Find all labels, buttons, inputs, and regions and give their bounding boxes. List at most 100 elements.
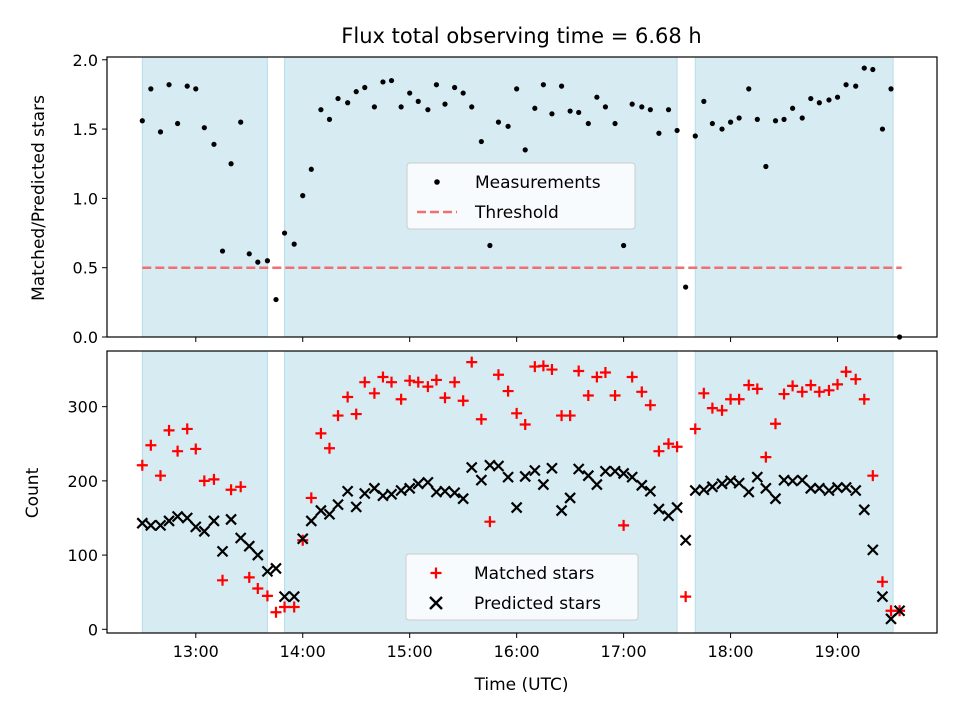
bottom-point-0-50 — [582, 390, 594, 402]
bottom-point-0-20 — [315, 427, 327, 439]
top-point-0-28 — [388, 77, 395, 84]
bottom-point-1-49 — [572, 463, 585, 475]
bottom-point-1-34 — [439, 485, 451, 498]
top-axes-frame — [106, 56, 938, 338]
top-point-0-76 — [816, 100, 822, 106]
bottom-point-1-47 — [555, 504, 568, 517]
top-point-0-71 — [772, 118, 779, 124]
top-point-0-48 — [567, 108, 573, 114]
bottom-point-0-14 — [261, 590, 273, 602]
bottom-x-tick-label-1: 14:00 — [280, 642, 326, 661]
bottom-legend-predicted-label: Predicted stars — [474, 594, 601, 614]
bottom-point-1-42 — [510, 501, 523, 514]
top-legend-measurements-label: Measurements — [475, 173, 601, 193]
bottom-point-0-32 — [422, 381, 434, 393]
bottom-point-1-21 — [323, 508, 336, 521]
bottom-point-0-65 — [716, 404, 728, 416]
bottom-legend-matched-marker — [430, 567, 442, 579]
bottom-point-0-33 — [430, 374, 442, 386]
bottom-point-0-41 — [502, 385, 514, 397]
top-point-0-51 — [594, 94, 600, 100]
top-point-0-53 — [612, 120, 618, 127]
bottom-point-1-27 — [377, 489, 389, 502]
bottom-point-1-35 — [448, 486, 461, 499]
top-point-0-44 — [532, 105, 538, 111]
top-point-0-19 — [308, 166, 314, 172]
bottom-point-1-68 — [742, 486, 755, 498]
bottom-point-1-67 — [733, 477, 745, 489]
bottom-point-1-8 — [208, 515, 220, 527]
bottom-point-1-12 — [243, 540, 256, 552]
top-point-0-14 — [264, 258, 271, 264]
top-point-0-82 — [870, 66, 876, 73]
bottom-point-1-45 — [537, 478, 550, 491]
bottom-point-1-60 — [671, 501, 683, 514]
top-point-0-0 — [139, 118, 145, 124]
bottom-point-0-56 — [636, 386, 648, 398]
top-legend-box — [406, 162, 636, 230]
top-point-0-63 — [701, 98, 707, 104]
bottom-point-1-10 — [225, 513, 237, 526]
bottom-point-0-73 — [787, 380, 799, 392]
bottom-point-0-51 — [591, 371, 603, 383]
top-point-0-75 — [808, 95, 814, 102]
bottom-point-0-31 — [412, 376, 424, 388]
bottom-point-1-19 — [305, 515, 318, 527]
bottom-point-1-57 — [644, 485, 657, 498]
bottom-point-0-5 — [181, 423, 193, 435]
bottom-point-1-9 — [216, 545, 229, 558]
bottom-point-1-13 — [252, 549, 264, 561]
bottom-point-0-55 — [626, 371, 638, 383]
bottom-x-tick-label-5: 18:00 — [708, 642, 754, 661]
bottom-point-1-18 — [296, 532, 309, 545]
bottom-point-0-57 — [644, 399, 656, 411]
top-point-0-26 — [371, 104, 377, 110]
top-point-0-74 — [799, 115, 805, 121]
bottom-y-axis-label: Count — [23, 467, 43, 518]
top-plot: 0.0 0.5 1.0 1.5 2.0 Measurements Threshold — [73, 51, 938, 347]
bottom-legend-box — [405, 553, 639, 621]
bottom-point-1-69 — [751, 471, 764, 483]
bottom-point-0-59 — [663, 438, 675, 450]
bottom-point-0-2 — [154, 470, 166, 482]
bottom-point-0-63 — [698, 387, 710, 399]
top-point-0-66 — [727, 119, 734, 125]
bottom-point-1-58 — [653, 503, 665, 515]
bottom-y-tick-label-0: 0 — [88, 620, 98, 639]
top-point-0-46 — [549, 111, 555, 117]
bottom-point-0-72 — [778, 388, 790, 400]
bottom-point-0-43 — [519, 418, 531, 430]
bottom-plot: 0 100 200 300 13:00 14:00 15:00 16:00 17:00 18:00… — [67, 350, 938, 661]
top-point-0-56 — [639, 104, 645, 110]
bottom-point-0-17 — [288, 601, 300, 613]
top-point-0-54 — [621, 242, 627, 249]
bottom-point-1-32 — [422, 476, 434, 489]
bottom-point-0-8 — [208, 473, 220, 485]
bottom-point-0-38 — [475, 413, 487, 425]
bottom-point-1-73 — [786, 475, 799, 487]
top-point-0-16 — [281, 230, 288, 236]
bottom-point-1-52 — [599, 465, 612, 477]
bottom-point-0-71 — [769, 418, 781, 430]
top-point-0-33 — [433, 82, 440, 88]
top-point-0-42 — [514, 86, 520, 92]
bottom-point-0-82 — [867, 470, 879, 482]
top-point-0-31 — [415, 98, 421, 104]
bottom-point-1-6 — [189, 521, 202, 533]
top-point-0-55 — [629, 101, 635, 107]
bottom-point-1-85 — [893, 604, 906, 617]
bottom-x-tick-label-2: 15:00 — [387, 642, 433, 661]
top-point-0-32 — [425, 107, 431, 113]
top-y-tick-label-2: 1.0 — [73, 189, 98, 208]
bottom-point-0-3 — [163, 424, 175, 436]
bottom-point-0-13 — [252, 582, 264, 594]
bottom-point-0-46 — [546, 364, 558, 376]
bottom-x-tick-label-4: 17:00 — [601, 642, 647, 661]
bottom-point-0-79 — [840, 366, 852, 378]
top-point-0-79 — [843, 82, 849, 88]
bottom-point-1-14 — [261, 565, 274, 578]
top-series-0 — [139, 65, 903, 340]
bottom-point-1-23 — [341, 485, 354, 498]
top-legend: Measurements Threshold — [406, 162, 636, 230]
